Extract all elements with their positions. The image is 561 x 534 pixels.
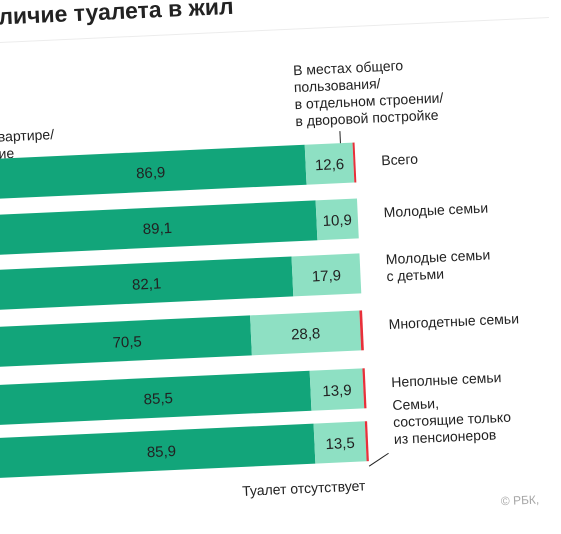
- title-group: личие туалета в жил: [0, 0, 234, 30]
- value-label-shared: 28,8: [291, 325, 321, 343]
- value-label-in-apartment: 70,5: [112, 333, 142, 351]
- bar-absent: [362, 368, 367, 409]
- value-label-in-apartment: 86,9: [136, 164, 166, 182]
- legend-apartment-label: вартире/: [0, 126, 54, 145]
- bar-in-apartment: [0, 144, 307, 200]
- legend-shared-label: в дворовой постройке: [295, 107, 439, 129]
- bar-shared: [309, 368, 365, 411]
- category-label: с детьми: [386, 266, 444, 285]
- legend-absent-pointer: [368, 452, 389, 467]
- bars-group: 86,9 12,6 89,1 10,9 82,1 17,9 70,5 28,8 85,5 13,9…: [0, 142, 369, 479]
- bar-shared: [291, 253, 362, 297]
- title-divider: [0, 17, 549, 44]
- value-label-shared: 10,9: [322, 212, 352, 230]
- category-label: Молодые семьи: [385, 246, 490, 267]
- legend-shared-label: В местах общего: [293, 57, 404, 78]
- legend-apartment-label: ие: [0, 145, 15, 162]
- legend-absent-label: Туалет отсутствует: [242, 477, 366, 499]
- value-label-shared: 12,6: [315, 156, 345, 174]
- value-label-in-apartment: 82,1: [132, 275, 162, 293]
- bar-absent: [364, 421, 369, 462]
- legend-shared-label: в отдельном строении/: [294, 89, 443, 112]
- category-label: Молодые семьи: [383, 200, 488, 221]
- value-label-shared: 17,9: [311, 267, 341, 285]
- value-label-in-apartment: 85,5: [143, 390, 173, 408]
- chart-title: личие туалета в жил: [0, 0, 234, 30]
- category-label: Многодетные семьи: [388, 310, 519, 332]
- bar-shared: [304, 142, 355, 185]
- bar-absent: [359, 310, 364, 351]
- bar-in-apartment: [0, 423, 316, 479]
- annotations: Туалет отсутствует © РБК,: [242, 452, 540, 508]
- category-label: Семьи,: [392, 395, 439, 413]
- bar-in-apartment: [0, 200, 318, 256]
- bar-in-apartment: [0, 370, 312, 426]
- value-label-shared: 13,5: [325, 435, 355, 453]
- category-label: состоящие только: [393, 409, 512, 430]
- value-label-in-apartment: 85,9: [147, 443, 177, 461]
- value-label-in-apartment: 89,1: [142, 220, 172, 238]
- category-label: Всего: [381, 151, 419, 169]
- bar-shared: [315, 198, 359, 241]
- bar-shared: [313, 421, 367, 464]
- category-label: из пенсионеров: [394, 426, 497, 447]
- category-label: Неполные семьи: [391, 369, 502, 390]
- value-label-shared: 13,9: [322, 382, 352, 400]
- bar-in-apartment: [0, 315, 252, 368]
- legend-shared-label: пользования/: [293, 75, 380, 95]
- bar-in-apartment: [0, 256, 294, 311]
- bar-absent: [352, 142, 357, 183]
- legend-shared-pointer: [339, 131, 342, 146]
- source-credit: © РБК,: [501, 492, 540, 508]
- bar-shared: [250, 310, 362, 356]
